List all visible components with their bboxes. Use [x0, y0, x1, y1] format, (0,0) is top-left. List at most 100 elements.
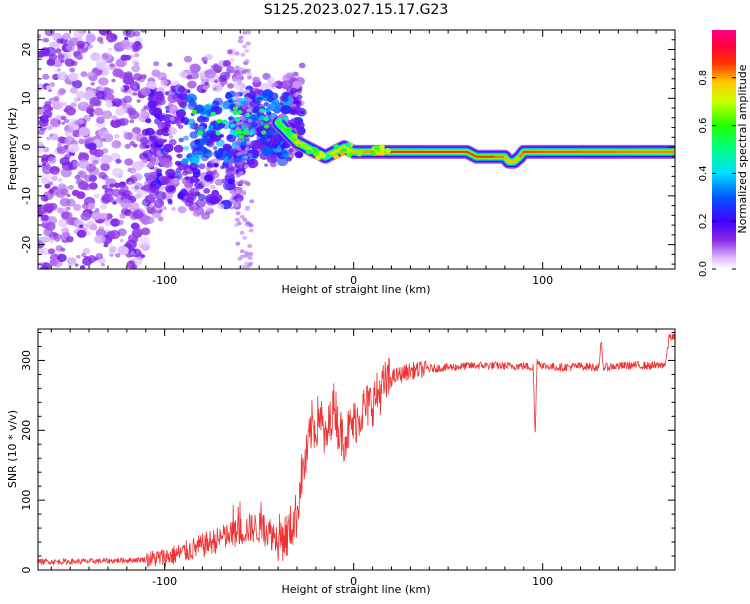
spectral-blob [120, 198, 132, 209]
spectral-blob [57, 142, 62, 147]
spectral-blob [132, 85, 138, 90]
spectral-blob [81, 252, 86, 257]
spectral-blob [92, 159, 99, 165]
spectral-blob [164, 91, 170, 96]
spectral-blob [65, 105, 73, 112]
spectral-blob [57, 71, 68, 81]
spectral-blob [90, 82, 95, 86]
spectral-blob [192, 170, 201, 178]
spectral-blob [117, 246, 129, 256]
spectral-blob [177, 206, 187, 214]
snr-line [38, 333, 675, 568]
spectral-blob [204, 68, 216, 79]
spectral-blob [238, 180, 244, 185]
spectral-blob [244, 99, 250, 104]
spectral-blob [220, 165, 225, 170]
spectral-blob [84, 89, 95, 98]
spectral-blob [145, 216, 155, 224]
spectral-blob [298, 62, 306, 69]
ridge-segment [333, 146, 346, 153]
spectral-blob [50, 258, 60, 266]
bottom-ticks: -100 0 100 0 100 200 300 [20, 329, 676, 588]
spectral-blob [112, 68, 124, 78]
spectral-blob [219, 133, 224, 138]
spectral-blob [222, 143, 233, 152]
spectral-blob [130, 251, 135, 255]
spectral-blob [245, 41, 251, 46]
spectral-blob [38, 83, 45, 91]
spectral-blob [53, 96, 60, 102]
spectral-blob [294, 151, 304, 159]
spectral-blob [151, 69, 161, 77]
spectral-blob [120, 207, 130, 215]
spectral-blob [236, 146, 242, 151]
spectral-blob [206, 162, 213, 168]
spectral-blob [198, 130, 204, 135]
spectral-blob [159, 113, 169, 121]
spectral-blob [111, 115, 118, 121]
spectral-blob [228, 99, 233, 103]
spectral-blob [73, 203, 82, 211]
spectral-blob [97, 38, 104, 43]
spectral-blob [111, 98, 122, 107]
spectral-blob [88, 163, 93, 167]
spectral-blob [91, 211, 102, 221]
spectral-blob [238, 134, 245, 139]
top-xtick-label: 0 [350, 274, 357, 287]
spectral-blob [189, 63, 201, 73]
spectral-blob [234, 51, 240, 56]
spectral-blob [210, 185, 216, 190]
spectral-blob [46, 136, 51, 141]
spectral-blob [229, 206, 234, 210]
spectral-blob [294, 121, 305, 130]
spectral-blob [204, 82, 209, 86]
spectral-blob [154, 91, 165, 100]
spectral-blob [236, 201, 241, 206]
spectral-blob [149, 203, 154, 208]
spectral-blob [247, 153, 253, 158]
spectral-blob [55, 245, 64, 252]
spectral-blob [245, 68, 251, 73]
spectral-blob [171, 206, 176, 211]
spectral-blob [66, 193, 71, 198]
bottom-ylabel: SNR (10 * v/v) [6, 410, 19, 488]
spectral-blob [286, 157, 292, 162]
spectral-blob [294, 100, 301, 105]
ridge-blob [333, 144, 340, 149]
spectral-blob [159, 157, 172, 168]
spectral-blob [191, 109, 197, 115]
spectral-blob [38, 50, 45, 58]
spectral-blob [271, 143, 279, 149]
colorbar-tick-label: 0.6 [698, 118, 709, 134]
spectral-blob [162, 206, 167, 210]
spectral-blob [216, 119, 222, 124]
spectral-blob [242, 130, 248, 136]
spectral-blob [213, 97, 224, 106]
spectral-blob [140, 87, 151, 96]
ridge-blob [312, 146, 319, 152]
spectral-blob [265, 107, 271, 112]
spectral-blob [111, 188, 122, 198]
ridge-segment [503, 155, 510, 163]
spectral-blob [236, 78, 242, 83]
spectral-blob [146, 157, 151, 162]
spectral-blob [243, 155, 249, 160]
bottom-ytick-label: 100 [20, 490, 33, 511]
spectral-blob [246, 158, 259, 169]
spectral-blob [94, 234, 106, 244]
spectral-blob [56, 253, 67, 263]
top-ylabel: Frequency (Hz) [6, 108, 19, 191]
spectral-blob [86, 220, 97, 230]
ridge-blob [340, 147, 347, 153]
spectral-blob [100, 162, 110, 172]
spectral-blob [106, 88, 115, 95]
spectral-blob [44, 101, 52, 107]
spectral-blob [101, 110, 113, 120]
spectral-blob [68, 185, 74, 190]
bottom-xtick-label: -100 [152, 575, 177, 588]
spectral-blob [69, 67, 76, 73]
scatter-cloud [38, 30, 307, 269]
spectral-blob [86, 174, 91, 179]
